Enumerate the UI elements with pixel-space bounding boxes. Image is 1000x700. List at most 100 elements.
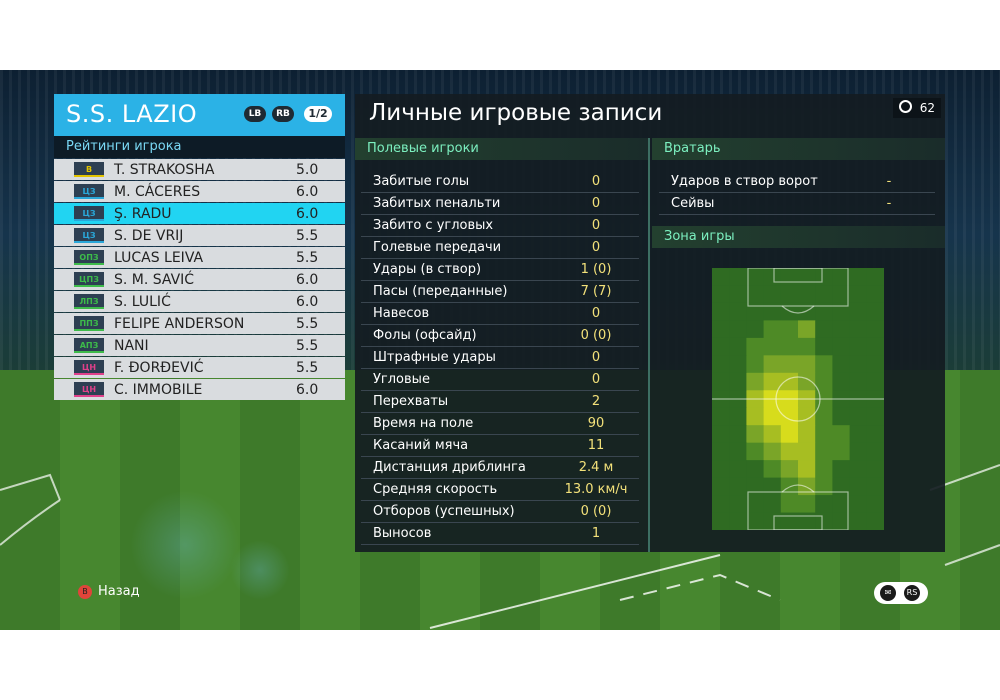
heatmap-cell: [729, 442, 747, 461]
heatmap-cell: [746, 302, 765, 321]
heatmap-cell: [746, 460, 765, 479]
heatmap-cell: [763, 512, 782, 531]
pitch-line: [775, 376, 821, 422]
heatmap-cell: [763, 460, 782, 479]
lb-button-icon[interactable]: LB: [244, 106, 266, 122]
player-row[interactable]: ЦЗ S. DE VRIJ 5.5: [54, 225, 345, 246]
heatmap-cell: [849, 268, 868, 286]
player-row[interactable]: ЦЗ M. CÁCERES 6.0: [54, 181, 345, 202]
player-row[interactable]: ЛПЗ S. LULIĆ 6.0: [54, 291, 345, 312]
heatmap-cell: [746, 407, 765, 426]
stat-value: 1 (0): [580, 262, 612, 277]
heatmap-cell: [866, 477, 885, 496]
player-row[interactable]: ЦПЗ S. M. SAVIĆ 6.0: [54, 269, 345, 290]
player-row[interactable]: ОПЗ LUCAS LEIVA 5.5: [54, 247, 345, 268]
heatmap-cell: [832, 337, 851, 356]
heatmap-cell: [763, 320, 782, 339]
right-stick-icon[interactable]: RS: [904, 585, 920, 601]
heatmap-cell: [815, 425, 833, 444]
heatmap-cell: [849, 302, 868, 321]
player-row[interactable]: АПЗ NANI 5.5: [54, 335, 345, 356]
heatmap-cell: [763, 285, 782, 304]
heatmap-cell: [849, 285, 868, 304]
player-name: LUCAS LEIVA: [114, 250, 204, 266]
player-name: C. IMMOBILE: [114, 382, 203, 398]
stat-value: 90: [587, 416, 605, 431]
heatmap-cell: [729, 495, 747, 514]
heatmap-cell: [832, 320, 851, 339]
heatmap-cell: [746, 355, 765, 374]
heatmap-cell: [866, 495, 885, 514]
player-row[interactable]: ЦН F. ĐORĐEVIĆ 5.5: [54, 357, 345, 378]
player-rating: 6.0: [296, 382, 319, 398]
heatmap-cell: [832, 425, 851, 444]
heatmap-cell: [849, 425, 868, 444]
stat-row: Отборов (успешных) 0 (0): [361, 501, 639, 523]
stat-label: Касаний мяча: [373, 438, 469, 453]
heatmap-cell: [712, 425, 730, 444]
player-name: T. STRAKOSHA: [114, 162, 215, 178]
heatmap-cell: [780, 320, 799, 339]
heatmap-cell: [849, 460, 868, 479]
heatmap-cell: [780, 355, 799, 374]
heatmap-cell: [763, 337, 782, 356]
heatmap-cell: [832, 442, 851, 461]
player-row[interactable]: В T. STRAKOSHA 5.0: [54, 159, 345, 180]
stat-label: Угловые: [373, 372, 430, 387]
heatmap-cell: [729, 285, 747, 304]
player-row[interactable]: ППЗ FELIPE ANDERSON 5.5: [54, 313, 345, 334]
stats-panel: Личные игровые записи 62 Полевые игроки …: [355, 94, 945, 552]
heatmap-cell: [763, 425, 782, 444]
heatmap-cell: [815, 302, 833, 321]
rb-button-icon[interactable]: RB: [272, 106, 294, 122]
stat-label: Штрафные удары: [373, 350, 496, 365]
heatmap-cell: [866, 407, 885, 426]
stat-label: Отборов (успешных): [373, 504, 515, 519]
heatmap-cell: [712, 407, 730, 426]
heatmap-cell: [746, 372, 765, 391]
chat-icon[interactable]: ✉: [880, 585, 896, 601]
heatmap-cell: [780, 425, 799, 444]
heatmap-cell: [763, 407, 782, 426]
panel-divider: [648, 138, 650, 552]
heatmap-cell: [798, 512, 816, 531]
player-name: M. CÁCERES: [114, 184, 201, 200]
heatmap-cell: [763, 372, 782, 391]
stat-label: Перехваты: [373, 394, 449, 409]
heatmap-cell: [815, 355, 833, 374]
heatmap-cell: [866, 460, 885, 479]
heatmap-cell: [780, 442, 799, 461]
heatmap-cell: [832, 460, 851, 479]
player-name: NANI: [114, 338, 149, 354]
player-row[interactable]: ЦЗ Ş. RADU 6.0: [54, 203, 345, 224]
heatmap-cell: [866, 268, 885, 286]
heatmap-cell: [712, 372, 730, 391]
stat-label: Время на поле: [373, 416, 474, 431]
stat-label: Выносов: [373, 526, 432, 541]
stat-value: -: [886, 174, 892, 189]
stat-value: 0: [591, 196, 601, 211]
heatmap-cell: [712, 285, 730, 304]
heatmap-cell: [712, 460, 730, 479]
heatmap-cell: [815, 407, 833, 426]
heatmap-cell: [746, 442, 765, 461]
player-list: В T. STRAKOSHA 5.0 ЦЗ M. CÁCERES 6.0 ЦЗ Ş. RADU…: [54, 159, 345, 400]
clock-icon: [898, 100, 912, 113]
player-row[interactable]: ЦН C. IMMOBILE 6.0: [54, 379, 345, 400]
player-name: Ş. RADU: [114, 206, 172, 222]
heatmap-cell: [746, 337, 765, 356]
heatmap: [712, 267, 885, 534]
heatmap-cell: [712, 477, 730, 496]
player-rating: 6.0: [296, 184, 319, 200]
heatmap-cell: [849, 355, 868, 374]
stat-label: Забитые голы: [373, 174, 470, 189]
heatmap-cell: [798, 355, 816, 374]
heatmap-cell: [815, 442, 833, 461]
stat-value: 7 (7): [580, 284, 612, 299]
heatmap-cell: [729, 460, 747, 479]
back-control[interactable]: B Назад: [78, 584, 140, 599]
footer-controls[interactable]: ✉ RS: [874, 582, 928, 604]
heatmap-cell: [712, 442, 730, 461]
heatmap-cell: [866, 355, 885, 374]
heatmap-cell: [712, 512, 730, 531]
